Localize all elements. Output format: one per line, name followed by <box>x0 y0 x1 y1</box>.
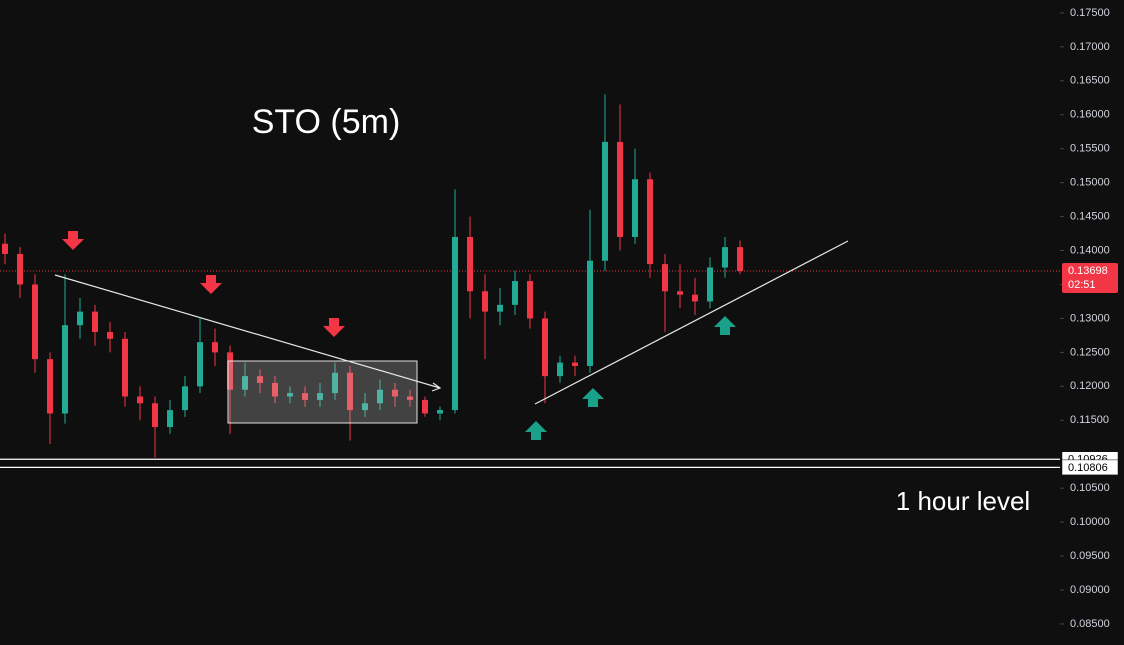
level-label: 0.10806 <box>1068 462 1108 474</box>
candle-body <box>632 179 638 237</box>
candle-body <box>377 389 383 404</box>
candle-body <box>137 396 143 404</box>
candle-body <box>272 382 278 397</box>
candle-body <box>62 325 68 414</box>
trendline-arrowhead <box>431 382 442 392</box>
price-label: 0.13698 <box>1068 265 1108 277</box>
candle-body <box>662 264 668 292</box>
candle-body <box>152 403 158 428</box>
y-tick-label: 0.09500 <box>1070 550 1110 562</box>
down-arrow <box>323 318 345 337</box>
candle-body <box>17 253 23 285</box>
candle-body <box>77 311 83 326</box>
candle-body <box>362 403 368 411</box>
candle-body <box>392 389 398 397</box>
candle-body <box>107 332 113 339</box>
candle-body <box>32 284 38 360</box>
y-tick-label: 0.17000 <box>1070 41 1110 53</box>
countdown-label: 02:51 <box>1068 279 1096 291</box>
candle-body <box>512 281 518 305</box>
y-tick-label: 0.15000 <box>1070 177 1110 189</box>
level-label-box <box>1061 459 1119 476</box>
candle-body <box>647 179 653 265</box>
candle-body <box>92 311 98 333</box>
candle-body <box>572 362 578 366</box>
up-arrow <box>714 316 736 335</box>
up-trendline <box>534 240 849 405</box>
candle-body <box>197 342 203 387</box>
y-tick-label: 0.14500 <box>1070 210 1110 222</box>
price-axis: 0.17500 0.17000 0.16500 0.16000 0.15500 0.150… <box>1060 7 1119 630</box>
candle-body <box>407 396 413 400</box>
y-tick-label: 0.10000 <box>1070 516 1110 528</box>
candle-body <box>122 338 128 397</box>
range-box <box>227 360 418 424</box>
candle-body <box>332 372 338 394</box>
candle-body <box>167 410 173 428</box>
candle-body <box>587 260 593 366</box>
candle-body <box>452 236 458 411</box>
up-arrows <box>525 316 736 440</box>
y-tick-label: 0.15500 <box>1070 143 1110 155</box>
candle-body <box>242 376 248 390</box>
candle-body <box>602 141 608 261</box>
y-tick-label: 0.13000 <box>1070 312 1110 324</box>
candle-body <box>347 372 353 411</box>
y-tick-label: 0.17500 <box>1070 7 1110 19</box>
annotation: 1 hour level <box>896 486 1030 516</box>
candle-body <box>317 393 323 400</box>
y-tick-label: 0.16500 <box>1070 75 1110 87</box>
candle-body <box>482 291 488 312</box>
candle-body <box>527 281 533 319</box>
candle-body <box>47 359 53 414</box>
candle-body <box>2 243 8 254</box>
y-tick-label: 0.09000 <box>1070 584 1110 596</box>
candle-body <box>707 267 713 302</box>
y-tick-label: 0.11500 <box>1070 414 1109 426</box>
candle-body <box>737 247 743 272</box>
down-arrow <box>62 231 84 250</box>
candle-body <box>302 393 308 400</box>
candle-body <box>227 352 233 390</box>
candles <box>0 94 1060 468</box>
up-arrow <box>525 421 547 440</box>
price-label-box <box>1062 263 1118 294</box>
candle-body <box>422 399 428 414</box>
down-arrows <box>62 231 345 337</box>
candle-body <box>467 236 473 292</box>
down-trendline <box>54 274 441 389</box>
candle-body <box>557 362 563 377</box>
y-tick-label: 0.12000 <box>1070 380 1110 392</box>
candle-body <box>692 294 698 302</box>
candle-body <box>437 410 443 414</box>
y-tick-label: 0.12500 <box>1070 346 1110 358</box>
chart-title: STO (5m) <box>252 103 401 141</box>
up-arrow <box>582 388 604 407</box>
candle-body <box>287 393 293 397</box>
candle-body <box>182 386 188 411</box>
candle-body <box>617 141 623 237</box>
candle-body <box>212 342 218 353</box>
y-tick-label: 0.10500 <box>1070 482 1110 494</box>
candle-body <box>257 376 263 383</box>
y-tick-label: 0.08500 <box>1070 618 1110 630</box>
candle-body <box>722 247 728 268</box>
candle-body <box>497 304 503 312</box>
candle-body <box>542 318 548 377</box>
y-tick-label: 0.14000 <box>1070 244 1110 256</box>
candle-body <box>677 291 683 295</box>
y-tick-label: 0.16000 <box>1070 109 1110 121</box>
down-arrow <box>200 275 222 294</box>
